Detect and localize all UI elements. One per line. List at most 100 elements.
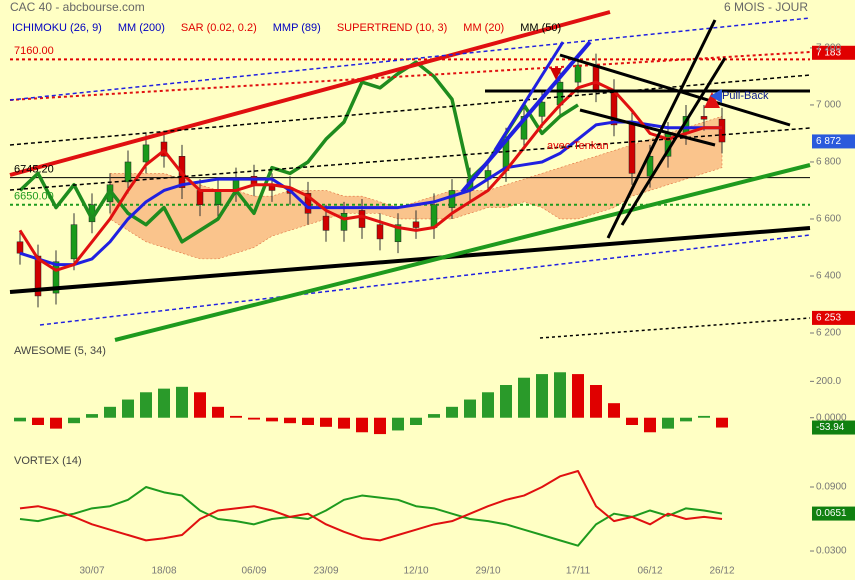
bar — [428, 414, 440, 418]
panel-title: AWESOME (5, 34) — [14, 345, 106, 357]
bar — [284, 417, 296, 424]
bar — [302, 417, 314, 425]
candle-body — [448, 190, 456, 208]
legend-entry: SAR (0.02, 0.2) — [181, 22, 257, 34]
candle-body — [196, 190, 204, 205]
trend-line — [460, 40, 592, 194]
badge-label: 7 183 — [816, 47, 841, 58]
legend-entry: MM (200) — [118, 22, 165, 34]
trend-line — [579, 108, 716, 147]
candle-body — [700, 116, 708, 120]
series-line — [19, 120, 722, 267]
candle-body — [538, 101, 546, 117]
y-tick-label: 200.0 — [816, 376, 841, 387]
ichimoku-cloud — [109, 115, 723, 260]
legend-entry: SUPERTREND (10, 3) — [337, 22, 447, 34]
candle-body — [16, 241, 24, 254]
candle-body — [412, 221, 420, 228]
x-tick-label: 18/08 — [151, 566, 176, 577]
y-tick-label: 0.0000 — [816, 412, 847, 423]
trend-line — [9, 10, 611, 177]
candle-body — [376, 224, 384, 240]
y-tick-label: 6 400 — [816, 271, 841, 282]
badge-label: 6 872 — [816, 136, 841, 147]
candle-body — [628, 121, 636, 174]
candle-body — [340, 213, 348, 231]
candle-body — [358, 210, 366, 228]
value-badge — [812, 134, 855, 149]
chart-title: CAC 40 - abcbourse.com — [10, 0, 145, 14]
bar — [716, 417, 728, 428]
trend-line — [114, 163, 811, 342]
bar — [248, 417, 260, 420]
series-line — [19, 486, 723, 547]
bar — [194, 392, 206, 418]
bar — [464, 399, 476, 418]
bar — [158, 388, 170, 418]
arrow-marker — [710, 89, 722, 103]
trend-line — [620, 57, 727, 226]
trend-line — [559, 53, 791, 127]
candle-body — [214, 190, 222, 205]
bar — [626, 417, 638, 425]
plot-area — [10, 47, 814, 552]
trend-line — [9, 17, 811, 101]
trend-line — [9, 74, 811, 146]
x-tick-label: 29/10 — [475, 566, 500, 577]
bar — [536, 374, 548, 418]
candle-body — [718, 118, 726, 143]
candle-body — [394, 224, 402, 243]
bar — [518, 377, 530, 418]
value-badge — [812, 420, 855, 435]
legend-entry: MM (50) — [520, 22, 561, 34]
candle-body — [322, 215, 330, 231]
bar — [140, 392, 152, 418]
bar — [68, 417, 80, 424]
y-tick-label: 7 000 — [816, 100, 841, 111]
bar — [644, 417, 656, 433]
legend-entry: MM (20) — [463, 22, 504, 34]
candle-body — [52, 261, 60, 294]
bar — [374, 417, 386, 435]
bar — [104, 406, 116, 418]
x-tick-label: 26/12 — [709, 566, 734, 577]
level-label: 6650.00 — [14, 191, 54, 203]
bar — [662, 417, 674, 429]
badge-label: -53.94 — [816, 422, 845, 433]
bar — [392, 417, 404, 431]
candle-body — [592, 64, 600, 91]
value-badge — [812, 45, 855, 60]
legend-entry: MMP (89) — [273, 22, 321, 34]
bar — [446, 406, 458, 418]
x-tick-label: 12/10 — [403, 566, 428, 577]
y-tick-label: 0.0300 — [816, 546, 847, 557]
bar — [338, 417, 350, 429]
bar — [86, 414, 98, 418]
candle-body — [34, 255, 42, 297]
annotation: Pull-Back — [722, 90, 769, 102]
bar — [554, 372, 566, 418]
series-line — [18, 80, 722, 272]
candle-body — [574, 64, 582, 83]
arrow-marker — [550, 68, 562, 80]
bar — [266, 417, 278, 422]
bar — [176, 386, 188, 418]
trend-line — [606, 19, 717, 239]
y-tick-label: 0.0900 — [816, 482, 847, 493]
bar — [212, 406, 224, 418]
arrow-marker — [704, 92, 720, 108]
value-badge — [812, 506, 855, 521]
trend-line — [9, 51, 811, 101]
x-tick-label: 06/12 — [637, 566, 662, 577]
x-tick-label: 30/07 — [79, 566, 104, 577]
bar — [356, 417, 368, 433]
badge-label: 0.0651 — [816, 508, 847, 519]
trend-line — [493, 41, 565, 151]
trend-line — [539, 317, 811, 339]
badge-label: 6 253 — [816, 313, 841, 324]
bar — [32, 417, 44, 425]
x-tick-label: 23/09 — [313, 566, 338, 577]
y-tick-label: 6 600 — [816, 214, 841, 225]
y-tick-label: 7 200 — [816, 43, 841, 54]
panel-title: VORTEX (14) — [14, 455, 82, 467]
